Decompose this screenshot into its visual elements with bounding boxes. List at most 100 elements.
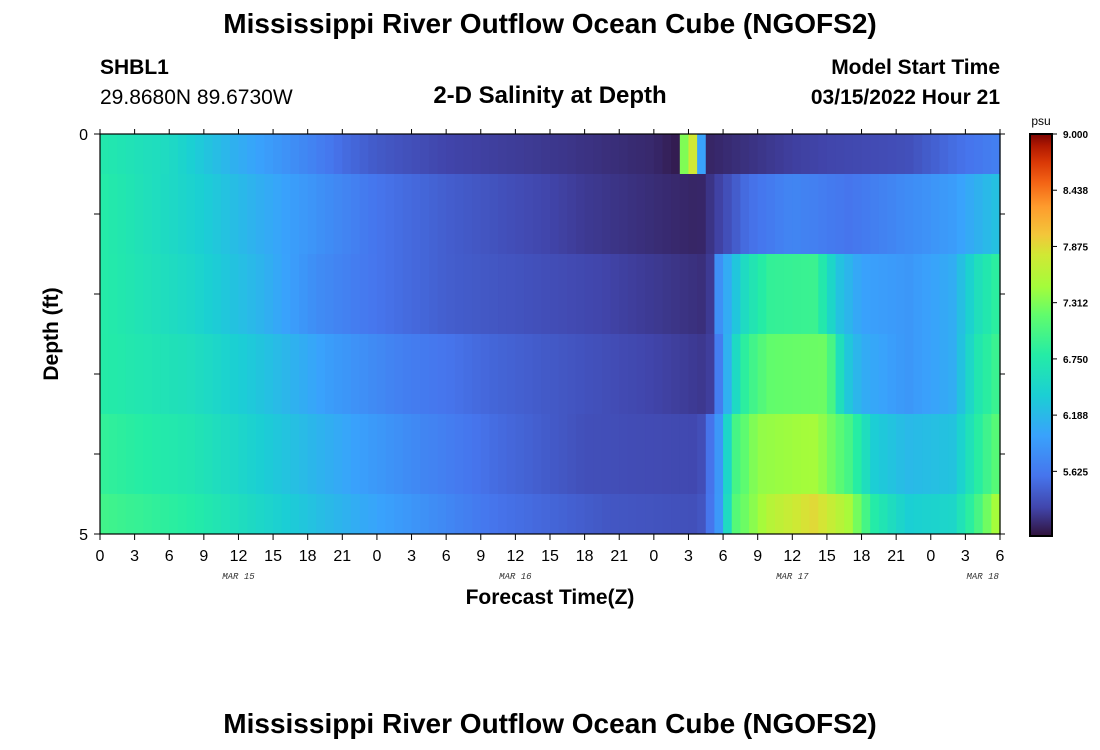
heatmap-cell	[948, 134, 958, 175]
heatmap-cell	[376, 414, 387, 495]
heatmap-cell	[195, 134, 205, 175]
heatmap-cell	[991, 414, 1001, 495]
heatmap-cell	[636, 174, 646, 255]
heatmap-cell	[316, 174, 326, 255]
heatmap-cell	[143, 174, 153, 255]
heatmap-cell	[896, 174, 906, 255]
plot-subtitle: 2-D Salinity at Depth	[433, 82, 667, 109]
heatmap-cell	[368, 254, 378, 335]
heatmap-cell	[645, 334, 655, 415]
heatmap-cell	[212, 494, 222, 535]
heatmap-cell	[446, 334, 456, 415]
footer-title: Mississippi River Outflow Ocean Cube (NG…	[223, 708, 877, 739]
heatmap-cell	[506, 174, 516, 255]
heatmap-cell	[117, 414, 127, 495]
heatmap-cell	[446, 414, 456, 495]
heatmap-cell	[861, 414, 871, 495]
heatmap-cell	[697, 334, 707, 415]
heatmap-cell	[203, 254, 214, 335]
heatmap-cell	[177, 414, 188, 495]
heatmap-cell	[169, 414, 179, 495]
heatmap-cell	[480, 254, 491, 335]
x-tick-label: 18	[853, 548, 871, 565]
heatmap-cell	[558, 254, 568, 335]
heatmap-cell	[108, 494, 118, 535]
model-start-value: 03/15/2022 Hour 21	[810, 86, 1000, 109]
heatmap-cell	[255, 414, 266, 495]
heatmap-cell	[982, 414, 992, 495]
heatmap-cell	[247, 414, 257, 495]
heatmap-cell	[186, 254, 196, 335]
x-tick-label: 12	[230, 548, 248, 565]
heatmap-cell	[818, 254, 828, 335]
heatmap-cell	[221, 174, 231, 255]
station-coordinates: 29.8680N 89.6730W	[100, 86, 293, 109]
y-axis: 05	[79, 127, 1005, 544]
heatmap-cell	[904, 414, 915, 495]
heatmap-cell	[653, 414, 664, 495]
heatmap-cell	[273, 334, 283, 415]
heatmap-cell	[316, 134, 326, 175]
heatmap-cell	[887, 414, 897, 495]
heatmap-cell	[463, 494, 473, 535]
heatmap-cell	[151, 174, 162, 255]
heatmap-cell	[645, 494, 655, 535]
heatmap-cell	[757, 134, 767, 175]
heatmap-cell	[610, 174, 620, 255]
heatmap-cell	[368, 174, 378, 255]
heatmap-cell	[290, 134, 300, 175]
heatmap-cell	[567, 494, 577, 535]
heatmap-cell	[645, 254, 655, 335]
heatmap-cell	[671, 134, 681, 175]
heatmap-cell	[515, 414, 525, 495]
heatmap-cell	[991, 254, 1001, 335]
heatmap-cell	[982, 134, 992, 175]
heatmap-cell	[575, 494, 586, 535]
heatmap-cell	[333, 134, 343, 175]
heatmap-cell	[731, 254, 741, 335]
heatmap-cell	[385, 414, 395, 495]
heatmap-cell	[541, 134, 551, 175]
colorbar-tick-label: 9.000	[1063, 130, 1088, 141]
heatmap-cell	[697, 414, 707, 495]
heatmap-cell	[705, 254, 716, 335]
heatmap-cell	[117, 334, 127, 415]
heatmap-cell	[930, 334, 941, 415]
heatmap-cell	[679, 334, 690, 415]
heatmap-cell	[818, 334, 828, 415]
heatmap-cell	[255, 334, 266, 415]
heatmap-cell	[627, 134, 638, 175]
heatmap-cell	[428, 174, 439, 255]
heatmap-cell	[991, 174, 1001, 255]
heatmap-cell	[714, 174, 724, 255]
heatmap-cell	[100, 174, 110, 255]
heatmap-cell	[454, 174, 465, 255]
heatmap-cell	[913, 174, 923, 255]
heatmap-cell	[731, 134, 741, 175]
heatmap-cell	[601, 134, 612, 175]
heatmap-cell	[619, 174, 629, 255]
heatmap-cell	[307, 494, 317, 535]
heatmap-cell	[247, 254, 257, 335]
heatmap-cell	[567, 174, 577, 255]
heatmap-cell	[100, 494, 110, 535]
heatmap-cell	[610, 334, 620, 415]
heatmap-cell	[290, 254, 300, 335]
heatmap-cell	[887, 254, 897, 335]
heatmap-cell	[567, 334, 577, 415]
heatmap-cell	[316, 254, 326, 335]
heatmap-cell	[593, 494, 603, 535]
heatmap-cell	[887, 134, 897, 175]
heatmap-cell	[489, 414, 499, 495]
heatmap-cell	[783, 174, 793, 255]
heatmap-cell	[783, 414, 793, 495]
heatmap-cell	[463, 334, 473, 415]
heatmap-cell	[203, 174, 214, 255]
heatmap-cell	[740, 254, 750, 335]
heatmap-cell	[930, 254, 941, 335]
heatmap-cell	[229, 254, 240, 335]
heatmap-cell	[749, 254, 759, 335]
heatmap-cell	[861, 134, 871, 175]
heatmap-cell	[740, 174, 750, 255]
colorbar-tick-label: 6.188	[1063, 411, 1088, 422]
